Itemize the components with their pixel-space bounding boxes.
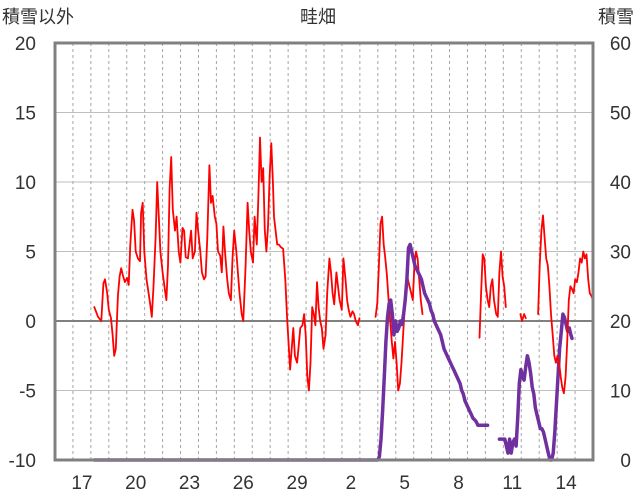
left-tick-label: 20 bbox=[15, 34, 36, 55]
left-tick-label: 0 bbox=[25, 312, 36, 333]
snow-line bbox=[92, 242, 490, 462]
x-tick-label: 23 bbox=[179, 473, 200, 494]
right-tick-label: 20 bbox=[610, 312, 631, 333]
right-tick-label: 10 bbox=[610, 382, 631, 403]
chart-title: 畦畑 bbox=[300, 7, 336, 28]
x-tick-label: 5 bbox=[399, 473, 410, 494]
left-tick-label: 10 bbox=[15, 173, 36, 194]
x-tick-label: 29 bbox=[287, 473, 308, 494]
temperature-line bbox=[374, 215, 424, 392]
temperature-line bbox=[537, 214, 594, 395]
x-tick-label: 8 bbox=[453, 473, 464, 494]
right-tick-label: 50 bbox=[610, 104, 631, 125]
snow-line bbox=[497, 312, 574, 462]
left-tick-label: 5 bbox=[25, 243, 36, 264]
temperature-line bbox=[478, 250, 507, 339]
right-tick-label: 60 bbox=[610, 34, 631, 55]
left-axis-label: 積雪以外 bbox=[2, 7, 74, 28]
left-tick-label: 15 bbox=[15, 104, 36, 125]
left-tick-label: -10 bbox=[9, 451, 36, 472]
temperature-line bbox=[93, 136, 361, 392]
left-tick-label: -5 bbox=[19, 382, 36, 403]
right-axis-label: 積雪 bbox=[598, 7, 634, 28]
x-tick-label: 20 bbox=[125, 473, 146, 494]
x-tick-label: 26 bbox=[233, 473, 254, 494]
x-tick-label: 2 bbox=[346, 473, 357, 494]
plot-frame bbox=[53, 41, 595, 462]
right-tick-label: 0 bbox=[620, 451, 631, 472]
right-tick-label: 40 bbox=[610, 173, 631, 194]
x-tick-label: 14 bbox=[556, 473, 578, 494]
temperature-line bbox=[519, 313, 527, 322]
x-tick-label: 11 bbox=[502, 473, 522, 494]
right-tick-label: 30 bbox=[610, 243, 631, 264]
series-layer bbox=[92, 136, 594, 462]
x-tick-label: 17 bbox=[71, 473, 92, 494]
